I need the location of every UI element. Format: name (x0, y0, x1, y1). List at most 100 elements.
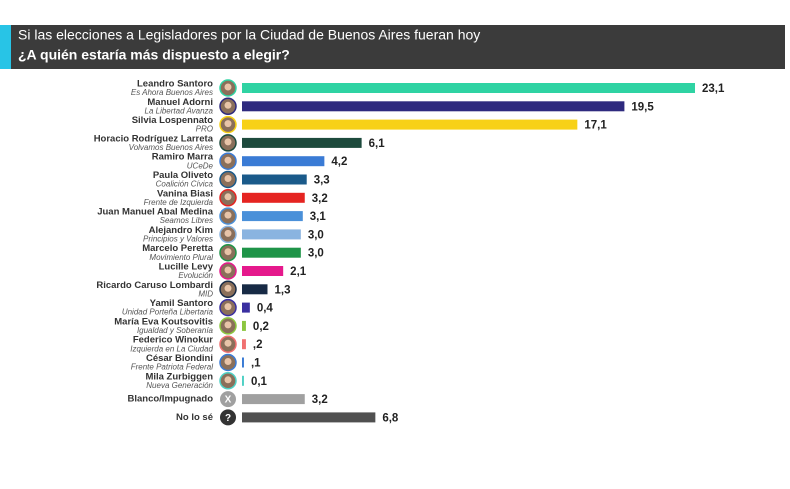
chart-title: Si las elecciones a Legisladores por la … (18, 27, 480, 43)
party-name: Seamos Libres (160, 216, 213, 225)
value-label: 3,1 (310, 211, 327, 223)
avatar-face (224, 193, 232, 201)
avatar-face (224, 358, 232, 365)
avatar-face (224, 101, 232, 109)
candidate-name: Marcelo Peretta (142, 243, 213, 254)
avatar-face (224, 321, 232, 329)
avatar-face (224, 156, 232, 164)
party-name: Volvamos Buenos Aires (129, 143, 213, 152)
bar (242, 320, 246, 331)
bar (242, 284, 268, 295)
avatar-face (224, 376, 232, 384)
avatar-face (224, 83, 232, 91)
value-label: 3,0 (308, 248, 324, 260)
candidate-name: Ramiro Marra (152, 152, 214, 163)
icon-label: X (225, 395, 232, 406)
bar (242, 339, 246, 350)
candidate-name: Lucille Levy (159, 262, 214, 273)
party-name: UCeDe (187, 161, 214, 170)
party-name: Unidad Porteña Libertaria (122, 308, 214, 317)
candidate-name: Juan Manuel Abal Medina (97, 207, 213, 218)
candidate-name: Horacio Rodríguez Larreta (94, 133, 214, 144)
party-name: Nueva Generación (146, 381, 213, 390)
value-label: 0,4 (257, 303, 274, 315)
candidate-name: Yamil Santoro (150, 298, 214, 309)
value-label: 19,5 (631, 101, 654, 113)
bar (242, 137, 362, 148)
bar (242, 101, 625, 112)
candidate-name: Ricardo Caruso Lombardi (96, 280, 213, 291)
avatar-face (224, 266, 232, 274)
party-name: Coalición Cívica (156, 180, 214, 189)
party-name: Frente Patriota Federal (131, 363, 213, 372)
candidate-name: Alejandro Kim (149, 225, 213, 236)
value-label: 3,3 (314, 175, 330, 187)
value-label: 23,1 (702, 83, 725, 95)
icon-label: ? (225, 413, 231, 424)
value-label: 4,2 (331, 156, 347, 168)
bar (242, 211, 303, 222)
candidate-name: Federico Winokur (133, 335, 213, 346)
bar (242, 357, 244, 368)
value-label: 3,0 (308, 229, 324, 241)
value-label: 6,8 (382, 412, 399, 424)
candidate-name: Paula Oliveto (153, 170, 213, 181)
bar (242, 229, 301, 240)
candidate-name: Silvia Lospennato (132, 115, 213, 126)
party-name: MID (198, 289, 213, 298)
bar (242, 247, 301, 258)
header-box (11, 25, 785, 69)
bar (242, 174, 307, 185)
party-name: Movimiento Plural (149, 253, 213, 262)
bar (242, 412, 376, 423)
bar (242, 394, 305, 405)
candidate-name: Blanco/Impugnado (128, 394, 214, 405)
candidate-name: Vanina Biasi (157, 188, 213, 199)
party-name: Izquierda en La Ciudad (130, 344, 213, 353)
chart-subtitle: ¿A quién estaría más dispuesto a elegir? (18, 47, 290, 63)
bar (242, 156, 325, 167)
candidate-name: Manuel Adorni (147, 97, 213, 108)
bar (242, 266, 284, 276)
bar (242, 375, 244, 386)
avatar-face (224, 211, 232, 219)
avatar-face (224, 175, 232, 182)
avatar-face (224, 339, 232, 347)
avatar-face (224, 284, 232, 292)
icon-circle (220, 409, 236, 426)
avatar-face (224, 303, 232, 311)
party-name: Evolución (178, 271, 213, 280)
candidate-name: María Eva Koutsovitis (114, 316, 213, 327)
bar (242, 302, 250, 313)
party-name: Principios y Valores (143, 235, 213, 244)
value-label: 0,1 (251, 376, 268, 388)
value-label: ,1 (251, 358, 261, 370)
value-label: 0,2 (253, 321, 269, 333)
avatar-face (224, 248, 232, 256)
icon-circle (220, 391, 236, 408)
value-label: 3,2 (312, 193, 328, 205)
value-label: ,2 (253, 339, 263, 351)
candidate-name: Mila Zurbiggen (145, 371, 213, 382)
value-label: 1,3 (274, 284, 290, 296)
candidate-name: César Biondini (146, 353, 213, 364)
value-label: 3,2 (312, 394, 328, 406)
bar (242, 119, 578, 130)
candidate-name: No lo sé (176, 412, 213, 423)
avatar-face (224, 229, 232, 237)
party-name: Frente de Izquierda (144, 198, 214, 207)
party-name: Es Ahora Buenos Aires (131, 88, 213, 97)
value-label: 2,1 (290, 266, 307, 278)
avatar-face (224, 120, 232, 128)
bar (242, 83, 695, 93)
avatar-face (224, 138, 232, 146)
value-label: 17,1 (584, 120, 607, 132)
bar (242, 192, 305, 203)
value-label: 6,1 (369, 138, 386, 150)
candidate-name: Leandro Santoro (137, 79, 213, 90)
party-name: Igualdad y Soberanía (137, 326, 214, 335)
party-name: PRO (196, 125, 213, 134)
party-name: La Libertad Avanza (145, 106, 214, 115)
accent-strip (0, 25, 11, 69)
